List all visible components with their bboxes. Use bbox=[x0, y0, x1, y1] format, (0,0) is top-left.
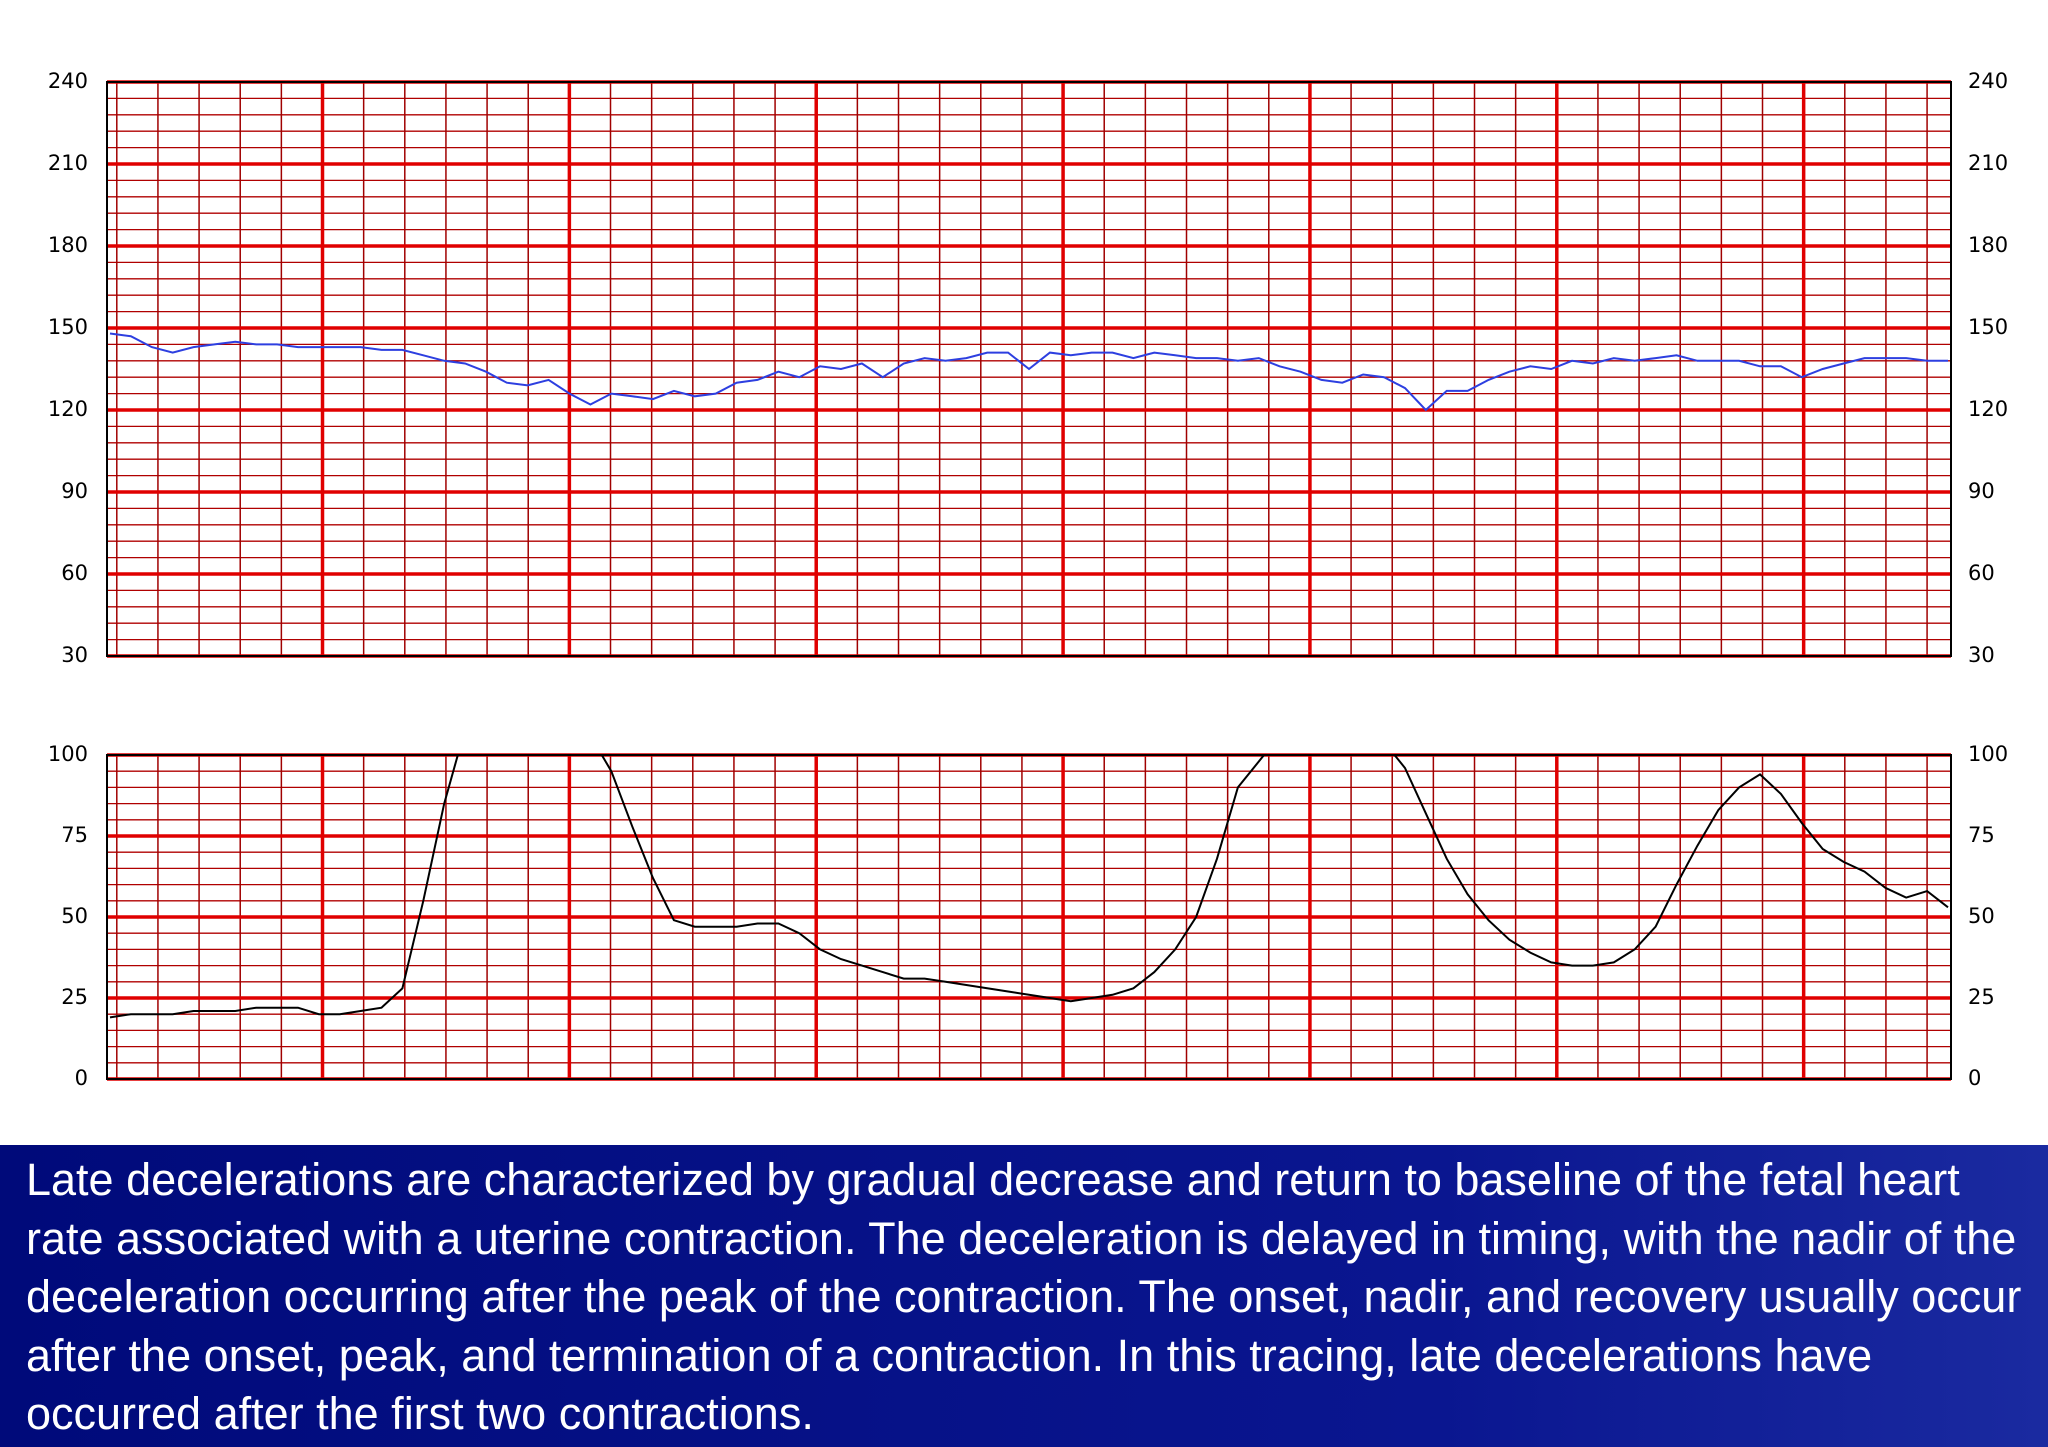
y-tick-label: 60 bbox=[61, 561, 88, 585]
y2-tick-label: 180 bbox=[1968, 233, 2008, 257]
y-tick-label: 100 bbox=[48, 742, 88, 766]
y-tick-label: 90 bbox=[61, 479, 88, 503]
y-tick-label: 240 bbox=[48, 69, 88, 93]
y-tick-label: 180 bbox=[48, 233, 88, 257]
y2-tick-label: 0 bbox=[1968, 1066, 1981, 1090]
y2-tick-label: 25 bbox=[1968, 985, 1995, 1009]
y-tick-label: 30 bbox=[61, 643, 88, 667]
trace-line bbox=[109, 332, 1948, 412]
y2-tick-label: 60 bbox=[1968, 561, 1995, 585]
y2-tick-label: 30 bbox=[1968, 643, 1995, 667]
y-tick-label: 25 bbox=[61, 985, 88, 1009]
plot-frame bbox=[106, 754, 1952, 1080]
y-tick-label: 75 bbox=[61, 823, 88, 847]
y2-tick-label: 90 bbox=[1968, 479, 1995, 503]
y2-tick-label: 75 bbox=[1968, 823, 1995, 847]
y-tick-label: 210 bbox=[48, 151, 88, 175]
y2-tick-label: 100 bbox=[1968, 742, 2008, 766]
y2-tick-label: 150 bbox=[1968, 315, 2008, 339]
y-tick-label: 150 bbox=[48, 315, 88, 339]
y-tick-label: 120 bbox=[48, 397, 88, 421]
y2-tick-label: 120 bbox=[1968, 397, 2008, 421]
y2-tick-label: 240 bbox=[1968, 69, 2008, 93]
y-tick-label: 50 bbox=[61, 904, 88, 928]
y2-tick-label: 50 bbox=[1968, 904, 1995, 928]
y-tick-label: 0 bbox=[75, 1066, 88, 1090]
trace-line bbox=[109, 755, 1949, 1019]
plot-frame bbox=[106, 81, 1952, 657]
y2-tick-label: 210 bbox=[1968, 151, 2008, 175]
caption: Late decelerations are characterized by … bbox=[0, 1145, 2048, 1447]
chart: 30 30 60 60 90 90 120 120 150 150 180 180 210 210 240 2… bbox=[48, 69, 2008, 1090]
